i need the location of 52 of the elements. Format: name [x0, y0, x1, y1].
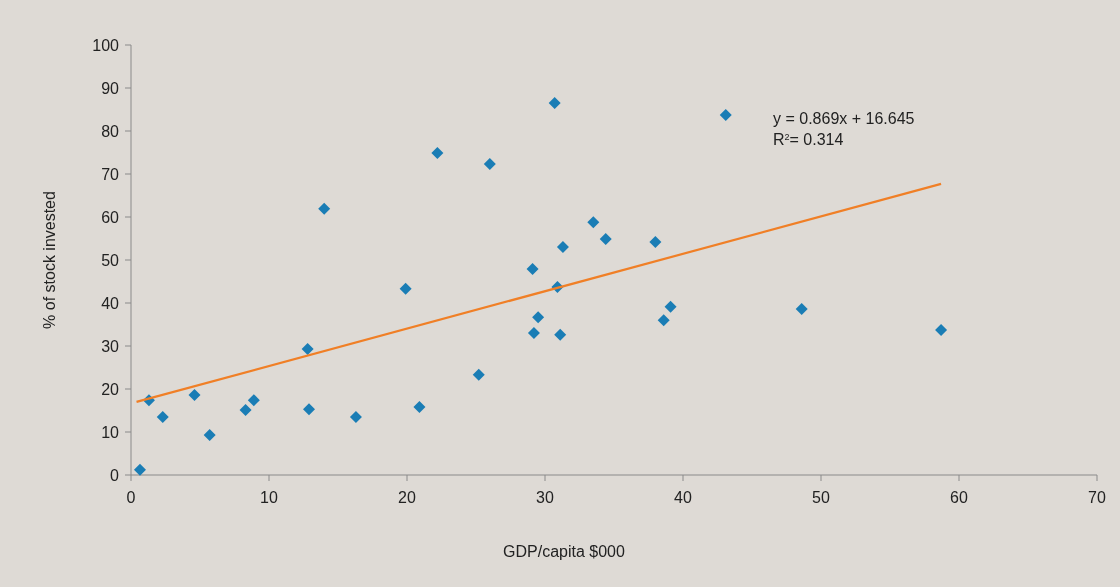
point — [719, 109, 732, 122]
y-tick-label: 60 — [101, 208, 120, 226]
y-tick-label: 70 — [101, 165, 120, 183]
point — [599, 232, 612, 245]
y-tick-label: 40 — [101, 294, 120, 312]
point — [527, 327, 540, 340]
y-tick-label: 80 — [101, 122, 120, 140]
x-axis-title: GDP/capita $000 — [503, 543, 626, 560]
y-axis-title: % of stock invested — [41, 191, 58, 329]
y-tick-label: 50 — [101, 251, 120, 269]
point — [349, 410, 362, 423]
point — [156, 410, 169, 423]
point — [935, 324, 948, 337]
x-tick-label: 60 — [950, 489, 968, 506]
y-tick-label: 100 — [92, 36, 120, 54]
y-tick-label: 10 — [101, 423, 120, 441]
point — [247, 394, 260, 407]
point — [472, 368, 485, 381]
point — [133, 463, 146, 476]
point — [664, 300, 677, 313]
point — [556, 241, 569, 254]
point — [548, 97, 561, 110]
x-tick-label: 10 — [260, 489, 278, 506]
y-tick-label: 20 — [101, 380, 120, 398]
annotation: R$^{2}$= 0.314 — [773, 131, 844, 148]
x-tick-label: 0 — [126, 489, 136, 506]
point — [554, 328, 567, 341]
x-tick-label: 70 — [1088, 489, 1106, 506]
point — [587, 216, 600, 229]
annotation: y = 0.869x + 16.645 — [773, 110, 915, 127]
point — [649, 235, 662, 248]
point — [413, 401, 426, 414]
x-tick-label: 50 — [812, 489, 830, 506]
point — [483, 158, 496, 171]
point — [203, 429, 216, 442]
x-tick-label: 20 — [398, 489, 416, 506]
point — [526, 263, 539, 276]
x-tick-label: 40 — [674, 489, 692, 506]
y-tick-label: 90 — [101, 79, 120, 97]
point — [318, 202, 331, 215]
point — [431, 146, 444, 159]
y-tick-label: 0 — [110, 466, 120, 484]
point — [303, 403, 316, 416]
point — [532, 311, 545, 324]
point — [239, 404, 252, 417]
point — [301, 343, 314, 356]
point — [795, 303, 808, 316]
y-tick-label: 30 — [101, 337, 120, 355]
point — [188, 389, 201, 402]
point — [657, 314, 670, 327]
x-tick-label: 30 — [536, 489, 554, 506]
point — [399, 282, 412, 295]
